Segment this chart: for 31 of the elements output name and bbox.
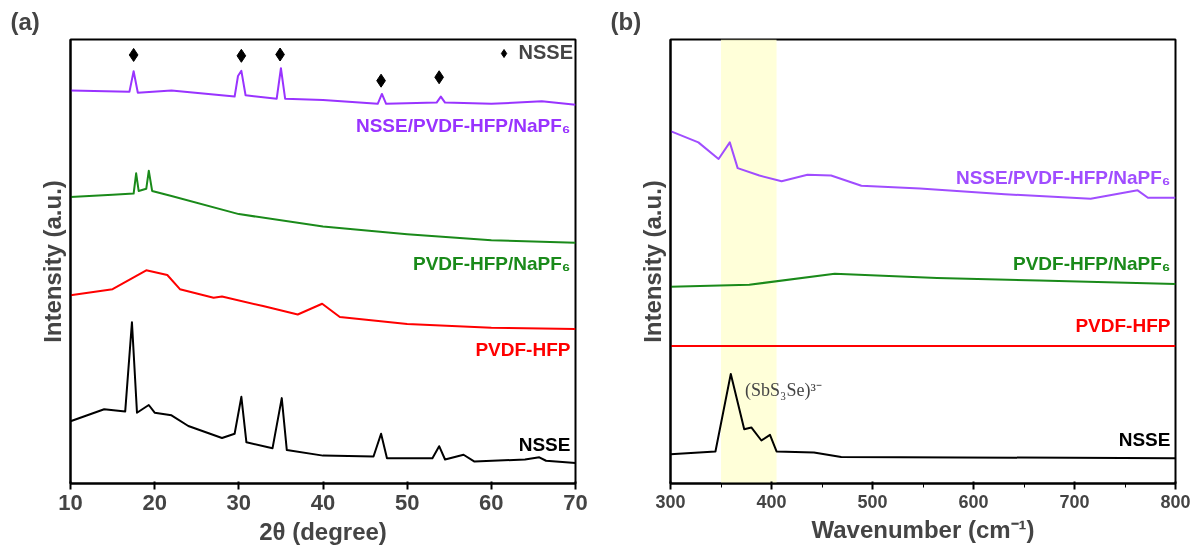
x-axis-title: Wavenumber (cm⁻¹) [811, 515, 1035, 543]
series-label: PVDF-HFP/NaPF₆ [1012, 253, 1171, 275]
series-label: NSSE/PVDF-HFP/NaPF₆ [955, 166, 1171, 188]
series-label: NSSE [518, 433, 571, 455]
series-label: PVDF-HFP/NaPF₆ [412, 252, 571, 274]
series-label: NSSE [1118, 429, 1171, 451]
x-tick-label: 800 [1160, 491, 1191, 512]
x-tick-label: 60 [479, 489, 504, 515]
chart-title: (b) [610, 7, 642, 35]
chart-title: (a) [10, 7, 40, 35]
x-tick-label: 10 [58, 489, 83, 515]
x-tick-label: 70 [563, 489, 588, 515]
y-axis-title: Intensity (a.u.) [38, 180, 66, 343]
x-axis-title: 2θ (degree) [259, 517, 387, 545]
legend-label: NSSE [518, 41, 573, 64]
series-label: PVDF-HFP [475, 339, 571, 361]
point [236, 48, 247, 63]
y-axis-title: Intensity (a.u.) [638, 180, 666, 343]
x-tick-label: 30 [226, 489, 252, 515]
x-tick-label: 50 [394, 489, 420, 515]
series-label: NSSE/PVDF-HFP/NaPF₆ [355, 114, 571, 136]
annotation: (SbS₃Se)³⁻ [745, 379, 822, 401]
x-tick-label: 300 [655, 491, 686, 512]
point [128, 47, 139, 62]
x-tick-label: 20 [142, 489, 167, 515]
x-tick-label: 700 [1059, 491, 1090, 512]
x-tick-label: 400 [756, 491, 787, 512]
series-label: PVDF-HFP [1075, 315, 1171, 337]
x-tick-label: 40 [310, 489, 336, 515]
x-tick-label: 500 [857, 491, 888, 512]
x-tick-label: 600 [958, 491, 989, 512]
